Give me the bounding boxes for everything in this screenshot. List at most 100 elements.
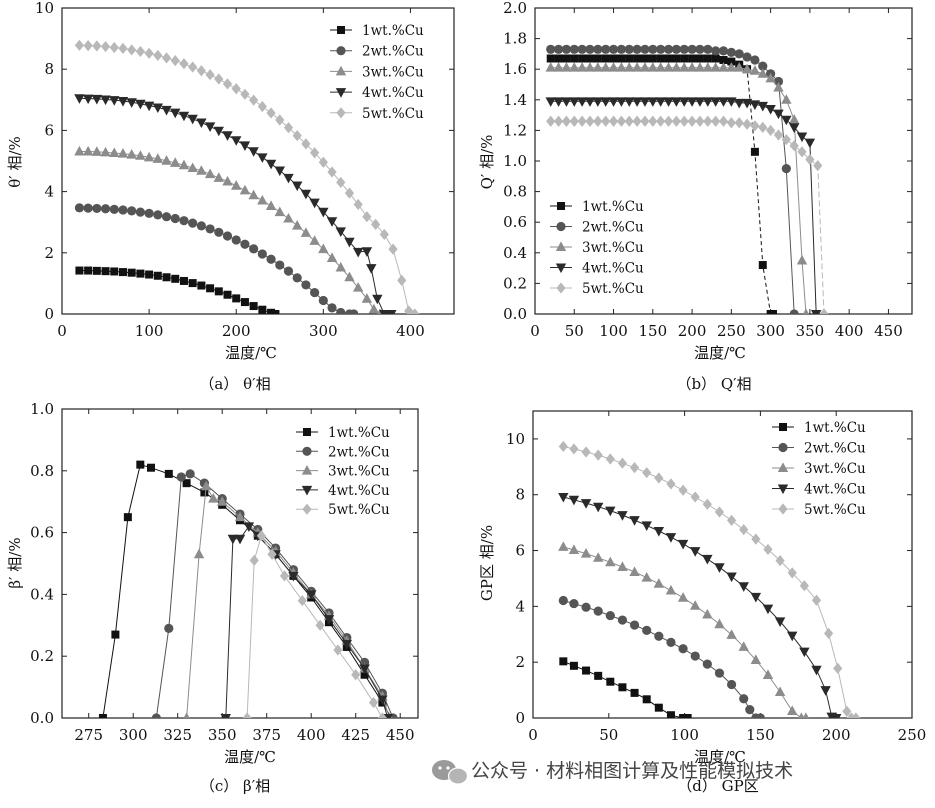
data-point xyxy=(624,97,635,107)
legend-label: 1wt.%Cu xyxy=(362,23,424,39)
data-point xyxy=(144,208,154,218)
data-point xyxy=(639,62,651,72)
data-point xyxy=(136,269,145,278)
data-point xyxy=(842,705,852,717)
data-point xyxy=(734,49,744,59)
data-point xyxy=(632,44,642,54)
x-tick-label: 100 xyxy=(670,726,699,744)
data-point xyxy=(561,97,572,107)
series-3wt xyxy=(545,62,810,314)
y-tick-label: 0.0 xyxy=(30,709,54,727)
data-point xyxy=(558,440,568,453)
panel-caption: （b） Q′相 xyxy=(676,375,751,393)
data-point xyxy=(204,122,216,133)
data-point xyxy=(84,266,93,275)
data-point xyxy=(656,54,665,63)
data-point xyxy=(318,207,329,218)
data-point xyxy=(581,446,591,458)
data-point xyxy=(569,97,580,107)
data-point xyxy=(671,44,681,54)
legend-label: 4wt.%Cu xyxy=(328,483,390,499)
data-point xyxy=(344,271,355,282)
data-point xyxy=(178,111,190,122)
chart-panel-a: 0 100 200 300 400 0 2 4 6 8 10 温度/℃ θ′ 相/% （a） θ′相 1wt… xyxy=(6,0,455,393)
data-point xyxy=(569,115,579,127)
data-point xyxy=(666,711,675,718)
x-tick-label: 0 xyxy=(57,322,67,340)
data-point xyxy=(679,714,688,718)
data-point xyxy=(734,98,745,109)
data-point xyxy=(258,305,267,314)
series-5wt xyxy=(74,39,420,314)
data-point xyxy=(91,94,103,105)
data-point xyxy=(648,115,658,127)
data-point xyxy=(703,115,713,127)
data-point xyxy=(718,115,729,127)
data-point xyxy=(738,641,749,651)
data-point xyxy=(762,604,774,615)
data-point xyxy=(648,54,657,63)
data-point xyxy=(745,705,755,715)
data-point xyxy=(763,543,773,556)
data-point xyxy=(100,204,111,214)
x-tick-label: 275 xyxy=(74,726,103,744)
y-tick-label: 8 xyxy=(515,486,525,504)
data-point xyxy=(257,100,267,113)
data-point xyxy=(188,61,198,73)
legend-label: 4wt.%Cu xyxy=(362,85,424,101)
data-point xyxy=(665,533,677,543)
data-point xyxy=(592,97,604,107)
data-point xyxy=(672,54,681,63)
plot-frame xyxy=(532,410,913,719)
y-tick-label: 6 xyxy=(515,542,525,560)
data-point xyxy=(306,590,317,600)
data-point xyxy=(797,146,807,158)
data-point xyxy=(629,516,640,526)
legend: 1wt.%Cu 2wt.%Cu 3wt.%Cu 4wt.%Cu 5wt.%Cu xyxy=(772,420,866,518)
data-point xyxy=(694,97,706,107)
data-point xyxy=(711,46,721,56)
legend-label: 3wt.%Cu xyxy=(804,461,866,477)
data-point xyxy=(267,548,277,560)
x-tick-label: 300 xyxy=(756,322,785,340)
data-point xyxy=(750,654,762,664)
data-point xyxy=(249,244,259,254)
data-point xyxy=(671,97,682,107)
x-tick-label: 400 xyxy=(297,726,326,744)
data-point xyxy=(824,627,834,640)
plot-area xyxy=(98,460,398,718)
legend-label: 2wt.%Cu xyxy=(328,444,390,460)
data-point xyxy=(82,145,94,156)
data-point xyxy=(639,97,651,107)
data-point xyxy=(641,572,652,582)
data-point xyxy=(695,54,704,63)
data-point xyxy=(653,578,665,588)
data-point xyxy=(153,49,163,62)
data-point xyxy=(352,247,364,258)
data-point xyxy=(679,44,689,54)
data-point xyxy=(798,712,805,718)
data-point xyxy=(135,99,146,110)
data-point xyxy=(92,40,102,52)
data-point xyxy=(323,615,335,625)
data-point xyxy=(410,308,420,314)
data-point xyxy=(126,98,137,108)
data-point xyxy=(196,165,207,175)
data-point xyxy=(179,58,189,70)
data-point xyxy=(92,203,102,214)
data-point xyxy=(641,521,652,532)
data-point xyxy=(145,270,154,279)
data-point xyxy=(240,298,249,307)
y-tick-label: 0.4 xyxy=(30,585,54,603)
legend-marker xyxy=(336,107,346,119)
data-point xyxy=(653,527,665,537)
data-point xyxy=(727,57,736,66)
data-point xyxy=(687,44,697,54)
data-point xyxy=(714,668,725,678)
data-point xyxy=(714,563,725,573)
data-point xyxy=(292,181,303,192)
data-point xyxy=(336,307,346,314)
y-tick-label: 1.2 xyxy=(503,121,527,139)
data-point xyxy=(366,264,377,274)
data-point xyxy=(368,303,380,314)
